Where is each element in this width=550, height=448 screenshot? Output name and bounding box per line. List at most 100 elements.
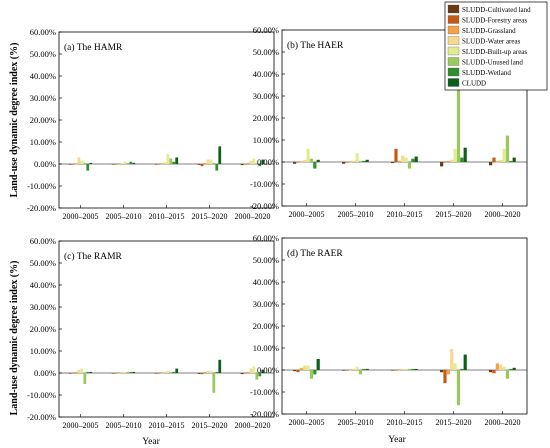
bar — [365, 368, 369, 370]
legend-entry-label: SLUDD-Cultivated land — [462, 6, 531, 14]
y-tick-label: -10.00% — [250, 179, 279, 189]
y-tick-label: -20.00% — [27, 203, 56, 213]
y-tick-label: 0.00% — [34, 159, 56, 169]
bar — [86, 371, 90, 373]
y-tick-label: 40.00% — [253, 69, 279, 79]
bar — [358, 160, 363, 162]
panel-title: (a) The HAMR — [64, 42, 123, 53]
bar — [394, 148, 398, 162]
legend-swatch — [447, 78, 460, 87]
bar — [175, 157, 179, 164]
y-tick-label: 50.00% — [30, 258, 56, 268]
y-axis-label-top: Land-use dynamic degree index (%) — [9, 43, 20, 198]
bar — [299, 367, 303, 370]
bar — [293, 370, 297, 372]
x-tick-label: 2005–2010 — [106, 212, 142, 221]
bar — [401, 155, 405, 162]
legend-swatch — [447, 67, 460, 77]
y-tick-label: 10.00% — [30, 346, 56, 356]
bar — [313, 370, 317, 375]
bar — [492, 157, 496, 162]
y-tick-label: 10.00% — [253, 135, 279, 145]
y-tick-label: 50.00% — [253, 255, 279, 265]
x-tick-label: 2015–2020 — [436, 210, 472, 219]
bar — [126, 162, 130, 164]
bar — [407, 368, 412, 370]
chart-panel-4: 60.00% 50.00% 40.00% 30.00% 20.00% 10.00% 0.00… — [250, 233, 528, 427]
x-tick-label: 2010–2015 — [387, 210, 423, 219]
panel-title: (b) The HAER — [287, 40, 344, 51]
y-tick-label: -20.00% — [250, 409, 279, 419]
bar — [489, 370, 493, 373]
bar — [499, 364, 503, 370]
bar — [456, 370, 461, 406]
bar — [316, 159, 320, 162]
bar — [355, 153, 359, 162]
bar — [203, 162, 207, 164]
bar — [163, 162, 167, 164]
bar — [258, 373, 262, 377]
bar — [505, 135, 510, 162]
panel-title: (c) The RAMR — [64, 251, 123, 262]
y-tick-label: 60.00% — [30, 236, 56, 246]
legend-swatch — [447, 36, 460, 45]
bar — [200, 373, 204, 375]
bar — [114, 164, 118, 165]
y-tick-label: -10.00% — [250, 387, 279, 397]
x-tick-label: 2005–2010 — [338, 418, 374, 427]
bar — [71, 373, 75, 374]
bar — [243, 373, 247, 374]
bar — [252, 158, 256, 164]
bar — [117, 373, 121, 374]
bar — [401, 368, 405, 370]
bar — [129, 161, 133, 164]
bar — [456, 38, 461, 162]
bar — [414, 156, 418, 162]
bar — [306, 148, 310, 162]
legend-entry-label: CLUDD — [462, 80, 486, 88]
plot-frame — [281, 237, 528, 415]
bar — [166, 370, 170, 373]
bar — [391, 162, 395, 164]
bar — [450, 159, 454, 162]
bar — [463, 354, 467, 370]
y-tick-label: 60.00% — [30, 27, 56, 37]
bar — [240, 164, 244, 166]
bar — [453, 148, 457, 162]
y-tick-label: 30.00% — [253, 91, 279, 101]
bar — [404, 368, 408, 370]
bar — [89, 371, 93, 373]
bar — [261, 159, 265, 164]
legend-swatch — [447, 25, 460, 35]
bar — [212, 373, 216, 393]
y-tick-label: 30.00% — [253, 299, 279, 309]
bar — [411, 158, 415, 162]
x-tick-label: 2005–2010 — [106, 421, 142, 430]
bar — [243, 164, 247, 165]
bar — [495, 162, 499, 163]
x-tick-label: 2015–2020 — [436, 418, 472, 427]
y-tick-label: -10.00% — [27, 181, 56, 191]
bar — [258, 164, 262, 167]
bar — [313, 162, 317, 169]
y-tick-label: 20.00% — [30, 324, 56, 334]
bar — [352, 160, 356, 162]
bar — [157, 373, 161, 374]
bar — [261, 369, 265, 373]
bar — [206, 159, 210, 164]
y-tick-label: 0.00% — [257, 157, 279, 167]
bar — [246, 162, 250, 164]
bar — [218, 146, 222, 164]
y-tick-label: 0.00% — [34, 368, 56, 378]
bar — [509, 368, 513, 370]
legend-entry-label: SLUDD-Forestry areas — [462, 17, 527, 25]
bar — [169, 371, 173, 373]
bar — [358, 370, 363, 375]
bar — [89, 162, 93, 164]
bar — [509, 160, 513, 162]
bar — [117, 164, 121, 165]
x-tick-label: 2000–2020 — [235, 212, 271, 221]
legend-entry-label: SLUDD-Grassland — [462, 27, 516, 35]
bar — [499, 159, 503, 162]
